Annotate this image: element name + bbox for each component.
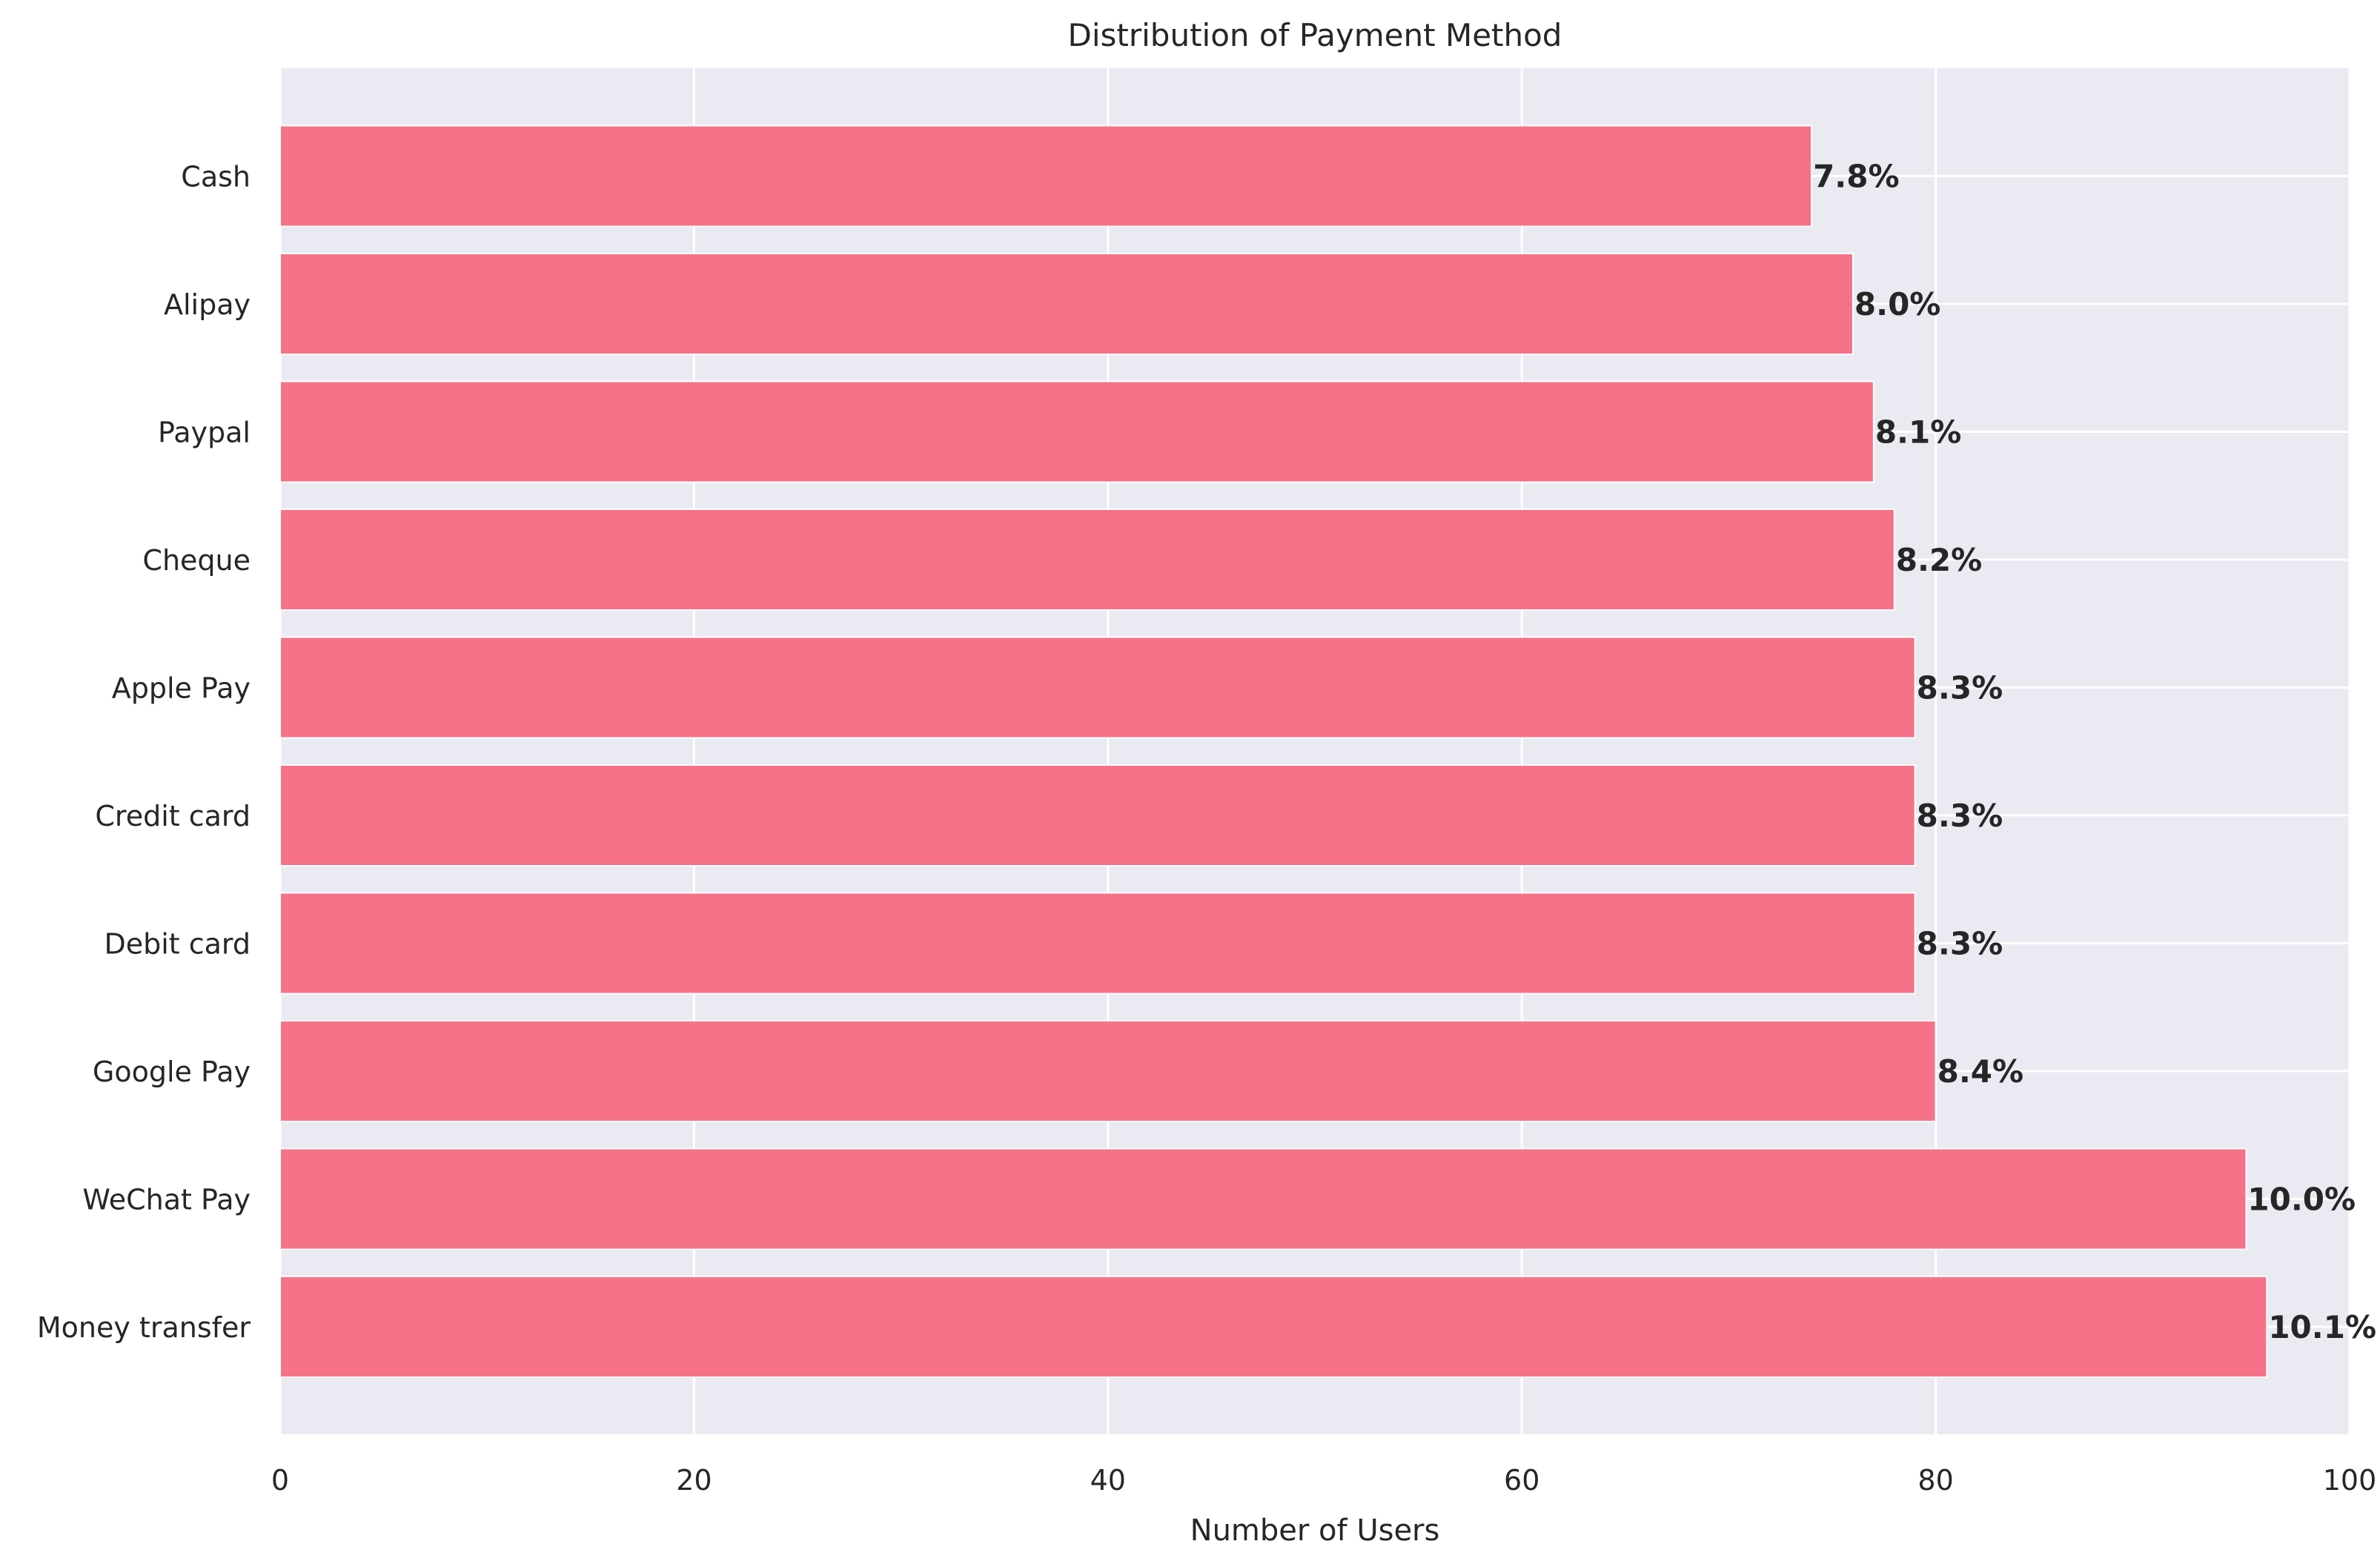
- bar-data-label: 8.3%: [1917, 798, 2003, 834]
- bar-data-label: 8.3%: [1917, 670, 2003, 706]
- y-tick-label: Money transfer: [37, 1311, 251, 1344]
- x-tick-label: 40: [1090, 1464, 1126, 1497]
- x-tick-label: 60: [1504, 1464, 1539, 1497]
- bar-data-label: 7.8%: [1813, 159, 1899, 195]
- bar: [279, 636, 1916, 739]
- chart-title: Distribution of Payment Method: [1068, 17, 1562, 53]
- x-tick-label: 80: [1917, 1464, 1953, 1497]
- y-axis-tick-labels: Money transfer WeChat Pay Google Pay Debit …: [37, 161, 251, 1345]
- y-tick-label: Cash: [181, 161, 251, 193]
- bar: [279, 892, 1916, 995]
- x-axis-label: Number of Users: [1190, 1514, 1440, 1548]
- x-tick-label: 100: [2323, 1464, 2377, 1497]
- y-tick-label: Apple Pay: [112, 672, 251, 705]
- y-tick-label: Cheque: [142, 544, 251, 577]
- bar: [279, 1276, 2268, 1378]
- x-axis-tick-labels: 0 20 40 60 80 100: [271, 1464, 2376, 1497]
- x-tick-label: 20: [676, 1464, 712, 1497]
- y-tick-label: Google Pay: [93, 1056, 251, 1088]
- bar: [279, 1020, 1937, 1122]
- y-tick-label: Credit card: [95, 800, 251, 832]
- y-tick-label: Debit card: [104, 928, 251, 961]
- y-tick-label: Paypal: [158, 417, 251, 449]
- bar-data-label: 8.1%: [1875, 414, 1961, 451]
- bar: [279, 508, 1895, 611]
- bar-data-label: 10.0%: [2247, 1182, 2356, 1218]
- bar: [279, 380, 1875, 483]
- y-tick-label: Alipay: [164, 288, 251, 321]
- bar-data-label: 10.1%: [2268, 1309, 2376, 1345]
- x-tick-label: 0: [271, 1464, 289, 1497]
- bar-data-label: 8.0%: [1854, 286, 1940, 322]
- y-tick-label: WeChat Pay: [82, 1184, 251, 1216]
- bars: [279, 125, 2268, 1378]
- bar-data-label: 8.2%: [1896, 542, 1982, 578]
- bar-data-label: 8.4%: [1938, 1053, 2023, 1090]
- bar: [279, 253, 1854, 355]
- data-labels: 10.1% 10.0% 8.4% 8.3% 8.3% 8.3% 8.2% 8.1% 8.0% 7.…: [1813, 159, 2376, 1346]
- bar: [279, 764, 1916, 867]
- bar: [279, 125, 1813, 228]
- bar: [279, 1147, 2247, 1250]
- bar-data-label: 8.3%: [1917, 926, 2003, 962]
